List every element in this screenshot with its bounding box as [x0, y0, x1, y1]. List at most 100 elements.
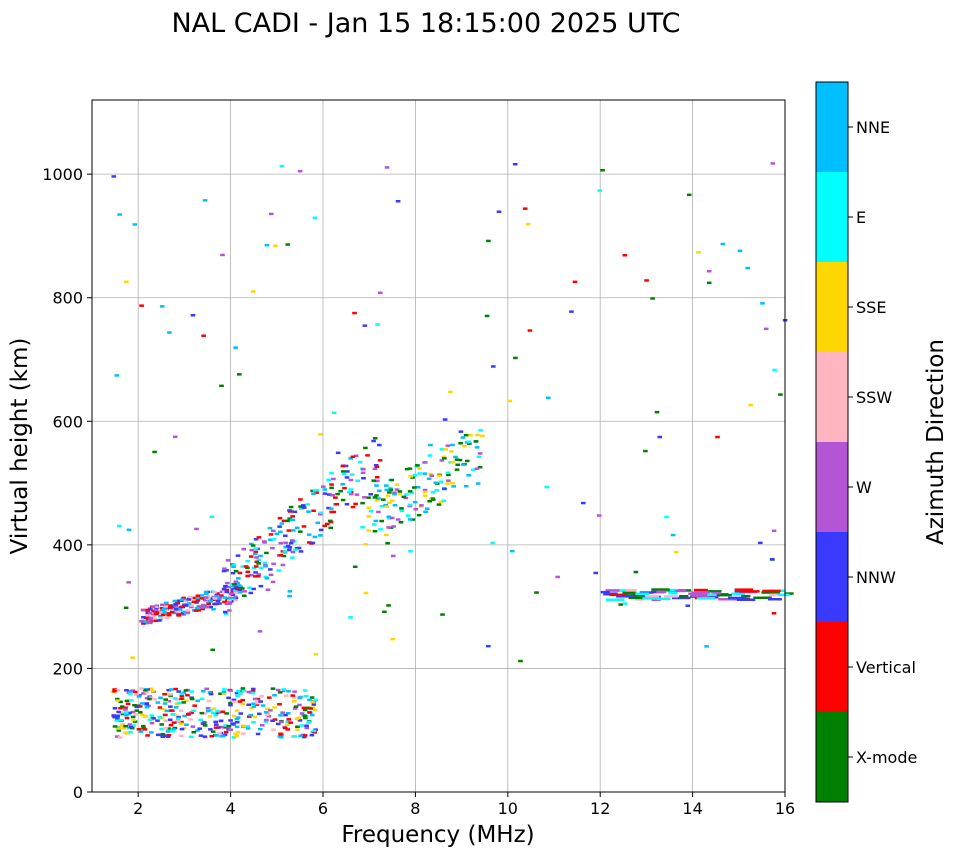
- echo-point: [183, 689, 189, 692]
- echo-point: [256, 558, 261, 562]
- echo-point: [224, 712, 229, 715]
- echo-point: [436, 474, 442, 477]
- echo-point: [177, 608, 183, 612]
- echo-point: [446, 479, 451, 482]
- echo-point: [312, 216, 318, 220]
- echo-point: [276, 722, 281, 726]
- echo-point: [534, 591, 539, 594]
- echo-point: [392, 504, 398, 507]
- echo-point: [150, 615, 156, 618]
- echo-point: [209, 515, 215, 519]
- echo-point: [147, 621, 153, 625]
- echo-point: [616, 594, 635, 598]
- echo-point: [384, 166, 390, 169]
- echo-point: [227, 609, 232, 612]
- echo-point: [283, 713, 288, 717]
- echo-point: [340, 498, 346, 502]
- echo-point: [172, 697, 178, 700]
- echo-point: [139, 620, 144, 623]
- echo-point: [422, 461, 427, 464]
- echo-point: [426, 477, 432, 480]
- echo-point: [405, 514, 411, 517]
- echo-point: [331, 411, 337, 414]
- echo-point: [228, 701, 233, 705]
- echo-point: [145, 613, 150, 617]
- echo-point: [168, 705, 173, 708]
- echo-point: [250, 290, 256, 293]
- echo-point: [311, 492, 316, 495]
- plot-frame: [91, 99, 786, 793]
- echo-point: [430, 498, 436, 501]
- echo-point: [142, 728, 148, 731]
- echo-point: [668, 589, 687, 593]
- echo-point: [474, 446, 480, 449]
- echo-point: [307, 698, 312, 702]
- echo-point: [707, 593, 717, 596]
- echo-point: [256, 573, 262, 576]
- echo-point: [305, 706, 311, 710]
- echo-point: [287, 546, 293, 549]
- echo-point: [372, 496, 378, 499]
- echo-point: [201, 603, 206, 607]
- echo-point: [272, 706, 277, 709]
- echo-point: [306, 510, 311, 513]
- echo-point: [211, 598, 216, 601]
- echo-point: [270, 546, 275, 550]
- echo-point: [460, 463, 466, 466]
- echo-point: [230, 571, 236, 575]
- y-axis-label: Virtual height (km): [7, 338, 33, 555]
- echo-point: [345, 470, 350, 473]
- echo-point: [390, 637, 395, 641]
- echo-point: [238, 692, 243, 695]
- x-tick-label: 10: [498, 799, 518, 818]
- echo-point: [707, 590, 722, 593]
- echo-point: [126, 528, 132, 532]
- echo-point: [457, 458, 463, 462]
- echo-point: [388, 486, 393, 490]
- echo-point: [251, 687, 256, 691]
- echo-point: [398, 521, 404, 524]
- echo-point: [220, 734, 226, 738]
- echo-point: [312, 535, 318, 539]
- echo-point: [125, 702, 131, 706]
- echo-point: [231, 736, 237, 739]
- echo-point: [373, 464, 379, 467]
- echo-point: [352, 565, 358, 568]
- echo-point: [302, 714, 308, 718]
- echo-point: [384, 505, 390, 508]
- echo-point: [119, 705, 125, 708]
- echo-point: [171, 608, 176, 611]
- echo-point: [741, 594, 751, 598]
- echo-point: [374, 494, 379, 497]
- echo-point: [143, 616, 149, 620]
- echo-point: [384, 488, 390, 492]
- echo-point: [138, 730, 144, 733]
- echo-point: [645, 594, 659, 598]
- echo-point: [254, 703, 260, 706]
- echo-point: [408, 475, 413, 478]
- echo-point: [299, 724, 305, 727]
- echo-point: [293, 548, 298, 551]
- echo-point: [328, 526, 333, 530]
- echo-point: [281, 519, 287, 523]
- echo-point: [354, 493, 360, 496]
- echo-point: [399, 507, 404, 510]
- echo-point: [252, 715, 258, 719]
- echo-point: [183, 599, 189, 603]
- echo-point: [213, 726, 219, 729]
- echo-point: [201, 690, 206, 693]
- echo-point: [376, 510, 381, 514]
- echo-point: [179, 598, 185, 601]
- echo-point: [207, 691, 213, 694]
- echo-point: [318, 433, 323, 436]
- echo-point: [651, 598, 661, 602]
- echo-point: [292, 690, 297, 693]
- echo-point: [322, 524, 327, 528]
- echo-point: [302, 689, 308, 692]
- echo-point: [656, 590, 666, 593]
- echo-point: [131, 724, 136, 727]
- echo-point: [278, 541, 284, 545]
- echo-point: [195, 599, 201, 602]
- echo-point: [204, 592, 209, 595]
- echo-point: [386, 604, 391, 607]
